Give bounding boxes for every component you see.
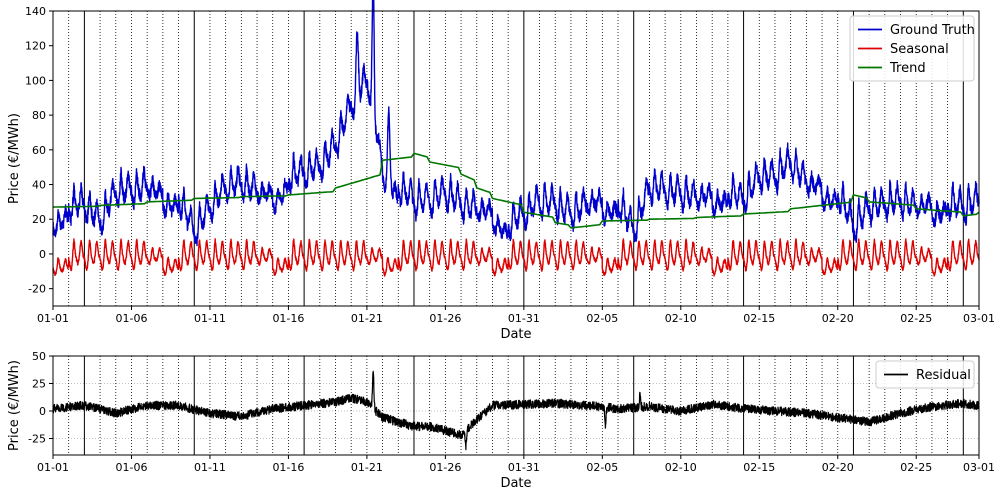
x-tick-label: 01-31 xyxy=(508,461,540,474)
y-tick-label: 20 xyxy=(32,213,46,226)
x-tick-label: 02-25 xyxy=(900,461,932,474)
x-tick-label: 02-15 xyxy=(743,312,775,325)
x-tick-label: 03-01 xyxy=(963,312,995,325)
top-legend: Ground Truth Seasonal Trend xyxy=(849,15,975,82)
x-tick-label: 01-26 xyxy=(429,461,461,474)
x-tick-label: 01-26 xyxy=(429,312,461,325)
top-y-ticks: -20 0 20 40 60 80 100 120 140 xyxy=(25,5,53,296)
y-tick-label: -25 xyxy=(28,433,46,446)
residual-plot-frame xyxy=(52,355,980,456)
y-tick-label: 40 xyxy=(32,179,46,192)
residual-x-ticks: 01-01 01-06 01-11 01-16 01-21 01-26 01-31 02-05… xyxy=(37,455,995,474)
x-tick-label: 02-10 xyxy=(665,461,697,474)
y-tick-label: 60 xyxy=(32,144,46,157)
x-tick-label: 03-01 xyxy=(963,461,995,474)
y-tick-label: 0 xyxy=(39,248,46,261)
y-tick-label: 100 xyxy=(25,74,46,87)
x-tick-label: 02-20 xyxy=(822,312,854,325)
top-y-axis-label: Price (€/MWh) xyxy=(7,113,22,204)
residual-legend: Residual xyxy=(875,360,975,389)
top-series-layer xyxy=(52,0,980,277)
x-tick-label: 02-05 xyxy=(586,312,618,325)
x-tick-label: 02-10 xyxy=(665,312,697,325)
top-x-ticks: 01-01 01-06 01-11 01-16 01-21 01-26 01-31 02-05… xyxy=(37,306,995,325)
x-tick-label: 01-11 xyxy=(194,312,226,325)
y-tick-label: 25 xyxy=(32,378,46,391)
x-tick-label: 01-06 xyxy=(115,461,147,474)
x-tick-label: 02-20 xyxy=(822,461,854,474)
y-tick-label: 80 xyxy=(32,109,46,122)
legend-label: Seasonal xyxy=(890,42,949,57)
legend-box xyxy=(849,15,975,82)
residual-y-axis-label: Price (€/MWh) xyxy=(7,360,22,451)
residual-y-ticks: -25 0 25 50 xyxy=(28,350,53,446)
seasonal-line xyxy=(52,238,980,277)
x-tick-label: 01-16 xyxy=(272,312,304,325)
legend-box xyxy=(875,360,975,389)
trend-line xyxy=(52,152,980,229)
residual-x-axis-label: Date xyxy=(500,476,531,491)
x-tick-label: 01-06 xyxy=(115,312,147,325)
x-tick-label: 01-01 xyxy=(37,461,69,474)
ground-truth-line xyxy=(52,0,980,247)
top-x-axis-label: Date xyxy=(500,327,531,342)
residual-line xyxy=(52,370,980,451)
y-tick-label: 140 xyxy=(25,5,46,18)
x-tick-label: 01-21 xyxy=(351,312,383,325)
y-tick-label: -20 xyxy=(28,283,46,296)
x-tick-label: 01-11 xyxy=(194,461,226,474)
legend-label: Residual xyxy=(916,368,971,383)
x-tick-label: 02-05 xyxy=(586,461,618,474)
legend-label: Trend xyxy=(889,61,926,76)
y-tick-label: 120 xyxy=(25,40,46,53)
y-tick-label: 50 xyxy=(32,350,46,363)
residual-series-layer xyxy=(52,370,980,451)
x-tick-label: 01-21 xyxy=(351,461,383,474)
x-tick-label: 02-15 xyxy=(743,461,775,474)
top-plot-frame xyxy=(52,10,980,307)
x-tick-label: 02-25 xyxy=(900,312,932,325)
x-tick-label: 01-16 xyxy=(272,461,304,474)
legend-label: Ground Truth xyxy=(890,23,975,38)
y-tick-label: 0 xyxy=(39,405,46,418)
x-tick-label: 01-01 xyxy=(37,312,69,325)
x-tick-label: 01-31 xyxy=(508,312,540,325)
